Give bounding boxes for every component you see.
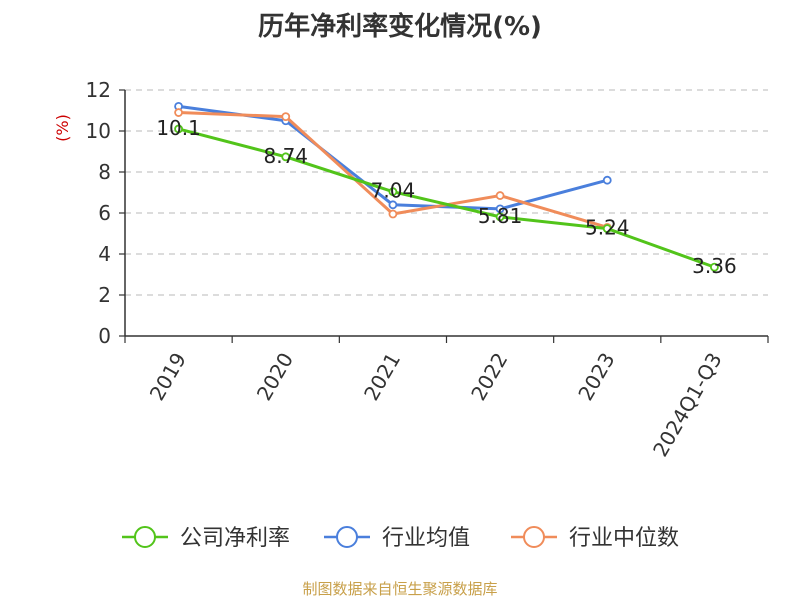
legend-marker bbox=[134, 526, 156, 548]
data-point bbox=[602, 175, 612, 185]
data-point bbox=[388, 209, 398, 219]
y-tick-label: 4 bbox=[98, 242, 111, 266]
data-point bbox=[388, 187, 398, 197]
data-point bbox=[495, 204, 505, 214]
data-label: 7.04 bbox=[371, 179, 416, 203]
legend-label: 公司净利率 bbox=[180, 526, 290, 551]
x-tick-label: 2024Q1-Q3 bbox=[648, 349, 727, 461]
y-tick-label: 2 bbox=[98, 283, 111, 307]
data-point bbox=[281, 112, 291, 122]
data-label: 10.1 bbox=[156, 116, 201, 140]
data-label: 3.36 bbox=[692, 254, 737, 278]
data-point bbox=[495, 191, 505, 200]
legend-label: 行业中位数 bbox=[569, 526, 679, 551]
x-tick-label: 2023 bbox=[573, 349, 619, 405]
y-tick-label: 12 bbox=[86, 78, 111, 102]
source-note: 制图数据来自恒生聚源数据库 bbox=[302, 580, 498, 598]
data-label: 5.24 bbox=[585, 216, 630, 240]
y-axis-label: (%) bbox=[53, 114, 72, 142]
y-tick-label: 8 bbox=[98, 160, 111, 184]
y-tick-label: 10 bbox=[86, 119, 111, 143]
data-label: 5.81 bbox=[478, 204, 523, 228]
x-tick-label: 2022 bbox=[466, 349, 512, 405]
legend-marker bbox=[336, 526, 358, 548]
data-point bbox=[495, 212, 505, 222]
x-tick-label: 2020 bbox=[252, 349, 298, 405]
y-tick-label: 6 bbox=[98, 201, 111, 225]
data-point bbox=[710, 262, 719, 272]
x-tick-label: 2021 bbox=[359, 349, 405, 405]
data-point bbox=[388, 200, 398, 210]
legend-marker bbox=[523, 526, 545, 548]
legend-label: 行业均值 bbox=[382, 526, 470, 551]
data-point bbox=[602, 224, 612, 233]
data-label: 8.74 bbox=[263, 144, 308, 168]
chart-title: 历年净利率变化情况(%) bbox=[258, 12, 542, 42]
x-tick-label: 2019 bbox=[145, 349, 191, 405]
data-point bbox=[174, 124, 183, 134]
y-tick-label: 0 bbox=[98, 324, 111, 348]
data-point bbox=[174, 108, 183, 117]
series-line bbox=[178, 127, 715, 269]
data-point bbox=[281, 152, 291, 162]
